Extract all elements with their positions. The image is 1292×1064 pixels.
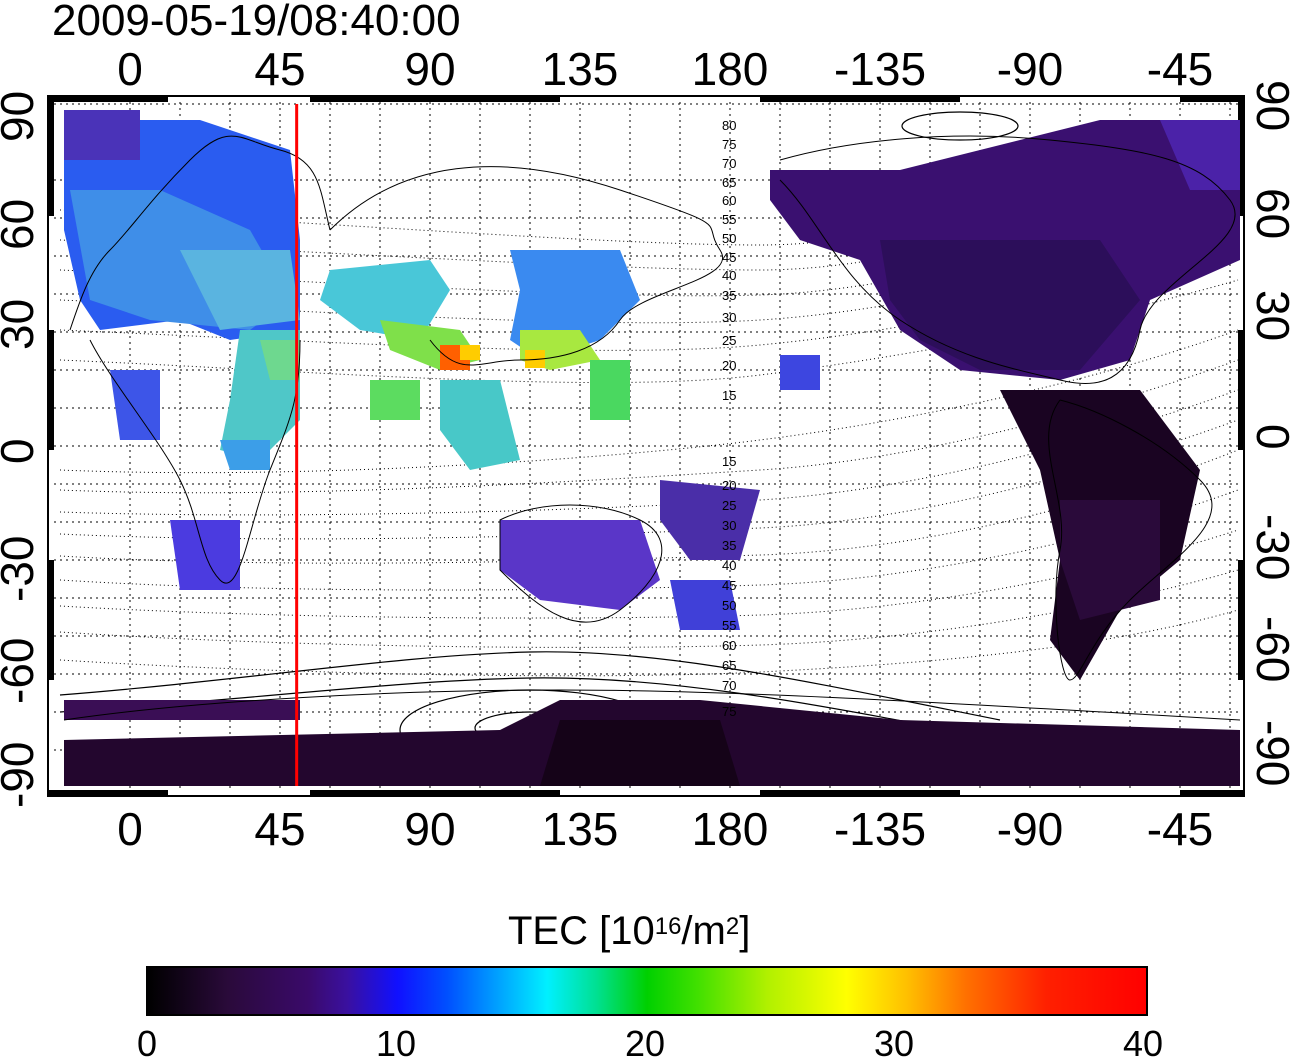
contour-label: 65 (722, 175, 736, 190)
polar-contours (59, 111, 1019, 771)
bottom-lon-tick: -135 (833, 803, 927, 855)
colorbar-tick: 0 (136, 1023, 158, 1064)
contour-label: 55 (722, 618, 736, 633)
colorbar (146, 966, 1148, 1016)
contour-label: 70 (722, 156, 736, 171)
contour-label: 55 (722, 212, 736, 227)
colorbar-title: TEC [1016/m2] (508, 909, 751, 953)
contour-label: 60 (722, 193, 736, 208)
bottom-lon-tick: 45 (254, 803, 306, 855)
top-lon-tick: 45 (254, 43, 306, 95)
top-lon-tick: 180 (691, 43, 769, 95)
bottom-lon-tick: 135 (541, 803, 619, 855)
contour-label: 40 (722, 268, 736, 283)
contour-label: 75 (722, 704, 736, 719)
contour-label: 30 (722, 518, 736, 533)
colorbar-tick: 10 (375, 1023, 417, 1064)
contour-label: 45 (722, 250, 736, 265)
contour-label: 30 (722, 310, 736, 325)
contour-label: 65 (722, 658, 736, 673)
bottom-lon-tick: -90 (996, 803, 1064, 855)
colorbar-tick: 20 (624, 1023, 666, 1064)
contour-labels: 80 75 70 65 60 55 50 45 40 35 30 25 20 1… (722, 118, 736, 719)
top-lon-tick: -90 (996, 43, 1064, 95)
contour-label: 25 (722, 498, 736, 513)
contour-label: 60 (722, 638, 736, 653)
contour-label: 15 (722, 454, 736, 469)
contour-label: 35 (722, 538, 736, 553)
contour-label: 15 (722, 388, 736, 403)
contour-label: 50 (722, 598, 736, 613)
map-title: 2009-05-19/08:40:00 (52, 0, 461, 45)
bottom-lon-tick: 90 (404, 803, 456, 855)
contour-label: 35 (722, 288, 736, 303)
contour-label: 50 (722, 231, 736, 246)
tec-map: 80 75 70 65 60 55 50 45 40 35 30 25 20 1… (47, 95, 1245, 797)
contour-label: 70 (722, 678, 736, 693)
colorbar-tick: 30 (873, 1023, 915, 1064)
contour-label: 25 (722, 333, 736, 348)
contour-label: 20 (722, 478, 736, 493)
coastlines (63, 135, 1241, 721)
top-lon-tick: -45 (1146, 43, 1214, 95)
colorbar-tick: 40 (1122, 1023, 1164, 1064)
tec-patches (64, 110, 1240, 786)
top-lon-tick: 90 (404, 43, 456, 95)
contour-label: 40 (722, 558, 736, 573)
bottom-lon-tick: 180 (691, 803, 769, 855)
contour-label: 20 (722, 358, 736, 373)
contour-label: 75 (722, 137, 736, 152)
top-lon-tick: 0 (117, 43, 143, 95)
bottom-lon-tick: -45 (1146, 803, 1214, 855)
bottom-lon-tick: 0 (117, 803, 143, 855)
contour-label: 80 (722, 118, 736, 133)
contour-label: 45 (722, 578, 736, 593)
top-lon-tick: 135 (541, 43, 619, 95)
top-lon-tick: -135 (833, 43, 927, 95)
